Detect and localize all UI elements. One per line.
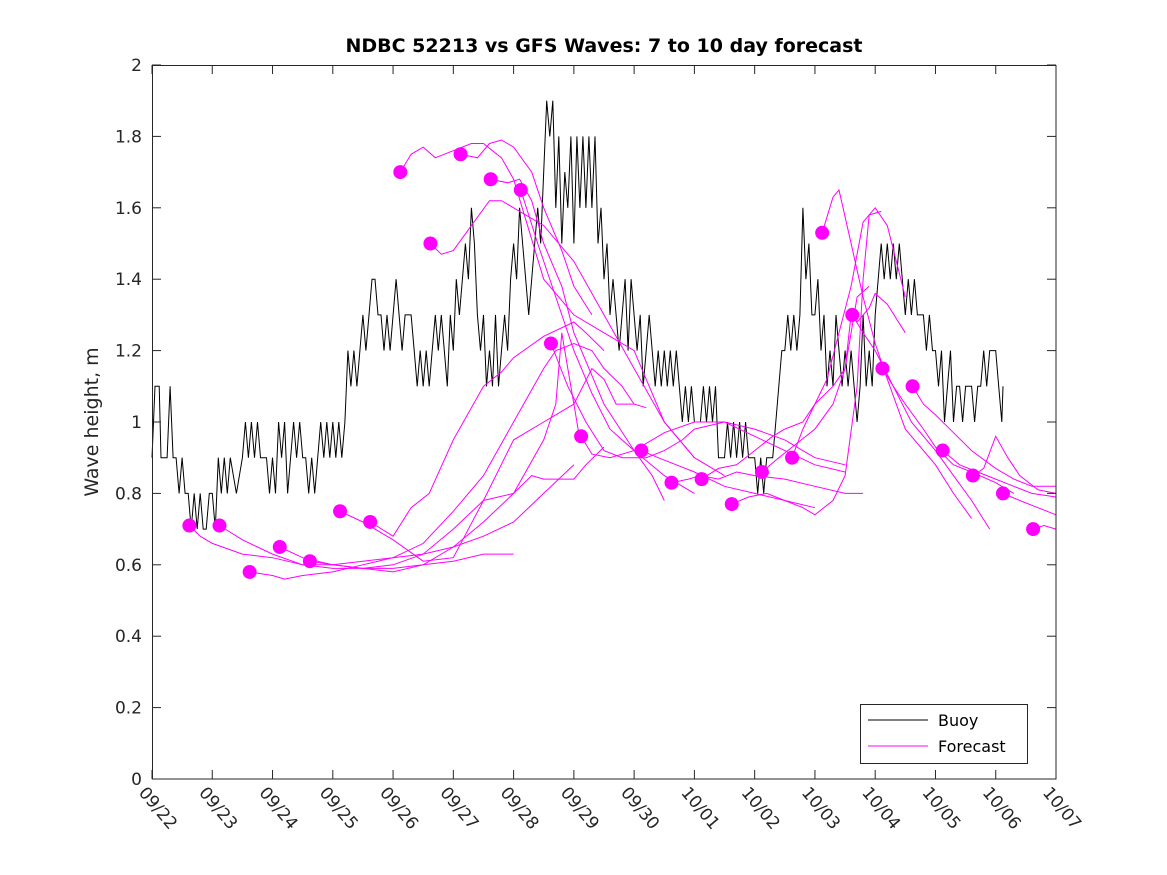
plot-area: 09/22 09/23 09/24 09/25 09/26 09/27 09/28 09/29… bbox=[115, 56, 1085, 834]
series-buoy bbox=[151, 100, 1004, 530]
forecast-line bbox=[701, 285, 870, 480]
y-axis-ticks: 0 0.2 0.4 0.6 0.8 1 1.2 1.4 1.6 1.8 2 bbox=[115, 56, 1056, 790]
forecast-start-marker bbox=[333, 504, 348, 519]
forecast-line bbox=[249, 342, 647, 580]
y-tick-label: 0 bbox=[131, 770, 142, 790]
legend-label-forecast: Forecast bbox=[938, 737, 1006, 756]
forecast-line bbox=[881, 368, 1015, 494]
forecast-start-marker bbox=[453, 147, 468, 162]
y-tick-label: 1 bbox=[131, 413, 142, 433]
forecast-start-marker bbox=[905, 379, 920, 394]
forecast-start-marker bbox=[815, 225, 830, 240]
forecast-line bbox=[671, 471, 864, 494]
forecast-start-marker bbox=[634, 443, 649, 458]
chart-title: NDBC 52213 vs GFS Waves: 7 to 10 day for… bbox=[345, 35, 862, 57]
y-axis-label: Wave height, m bbox=[81, 347, 103, 496]
forecast-line bbox=[189, 464, 575, 566]
forecast-start-marker bbox=[363, 514, 378, 529]
y-tick-label: 1.6 bbox=[115, 199, 142, 219]
forecast-start-marker bbox=[935, 443, 950, 458]
forecast-line bbox=[430, 200, 725, 477]
forecast-line bbox=[972, 435, 1057, 494]
forecast-start-marker bbox=[302, 554, 317, 569]
forecast-start-marker bbox=[483, 172, 498, 187]
axes-background bbox=[152, 65, 1056, 779]
forecast-line bbox=[821, 188, 973, 519]
forecast-start-marker bbox=[543, 336, 558, 351]
forecast-start-marker bbox=[995, 486, 1010, 501]
forecast-start-marker bbox=[574, 429, 589, 444]
forecast-line bbox=[399, 143, 695, 459]
series-forecast bbox=[182, 139, 1057, 580]
legend-label-buoy: Buoy bbox=[938, 711, 978, 730]
forecast-line bbox=[641, 450, 816, 509]
y-tick-label: 1.2 bbox=[115, 342, 142, 362]
forecast-start-marker bbox=[664, 475, 679, 490]
forecast-start-marker bbox=[182, 518, 197, 533]
forecast-start-marker bbox=[965, 468, 980, 483]
y-tick-label: 1.8 bbox=[115, 127, 142, 147]
forecast-line bbox=[942, 450, 1057, 498]
forecast-line bbox=[460, 139, 593, 316]
forecast-line bbox=[731, 210, 882, 516]
forecast-start-marker bbox=[242, 564, 257, 579]
forecast-line bbox=[761, 292, 906, 473]
legend-box bbox=[860, 704, 1028, 764]
forecast-start-marker bbox=[393, 165, 408, 180]
forecast-line bbox=[520, 189, 665, 501]
forecast-start-marker bbox=[754, 464, 769, 479]
forecast-line bbox=[912, 386, 1056, 487]
forecast-line bbox=[550, 343, 846, 473]
forecast-start-marker bbox=[694, 472, 709, 487]
forecast-start-marker bbox=[845, 307, 860, 322]
forecast-line bbox=[490, 178, 695, 494]
forecast-line bbox=[580, 421, 846, 466]
forecast-line bbox=[339, 367, 635, 562]
forecast-line bbox=[1002, 492, 1057, 516]
forecast-line bbox=[851, 314, 991, 530]
y-tick-label: 0.4 bbox=[115, 627, 142, 647]
y-tick-label: 1.4 bbox=[115, 270, 142, 290]
forecast-start-marker bbox=[513, 182, 528, 197]
forecast-line bbox=[791, 206, 906, 458]
y-tick-label: 0.6 bbox=[115, 556, 142, 576]
legend: Buoy Forecast bbox=[860, 704, 1028, 764]
y-tick-label: 0.8 bbox=[115, 484, 142, 504]
buoy-line bbox=[151, 100, 1004, 530]
forecast-start-marker bbox=[1026, 522, 1041, 537]
forecast-start-marker bbox=[875, 361, 890, 376]
y-tick-label: 2 bbox=[131, 56, 142, 76]
forecast-start-marker bbox=[423, 236, 438, 251]
forecast-line bbox=[369, 321, 605, 537]
forecast-start-marker bbox=[785, 450, 800, 465]
y-tick-label: 0.2 bbox=[115, 699, 142, 719]
forecast-start-marker bbox=[724, 497, 739, 512]
forecast-start-marker bbox=[272, 539, 287, 554]
forecast-start-marker bbox=[212, 518, 227, 533]
forecast-line bbox=[309, 446, 605, 573]
